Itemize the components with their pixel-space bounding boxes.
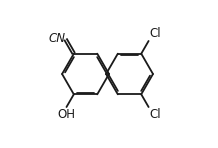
- Text: Cl: Cl: [149, 27, 161, 40]
- Text: OH: OH: [57, 108, 75, 121]
- Text: Cl: Cl: [149, 108, 161, 121]
- Text: CN: CN: [48, 32, 65, 45]
